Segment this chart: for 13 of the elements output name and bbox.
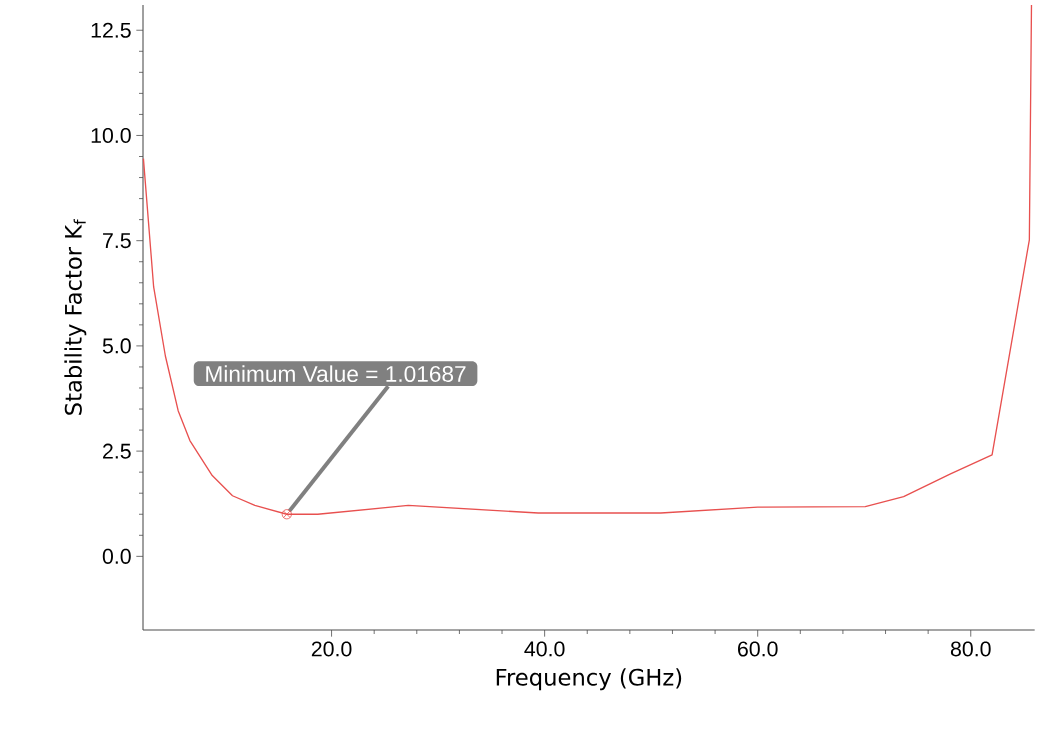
x-tick-label: 40.0 [524, 641, 565, 657]
y-tick-label: 5.0 [102, 338, 131, 354]
y-tick-label: 10.0 [91, 127, 131, 144]
y-tick-label: 0.0 [102, 548, 131, 564]
x-tick-label: 20.0 [311, 641, 352, 657]
x-tick-label: 80.0 [950, 641, 991, 657]
y-tick-label: 7.5 [103, 233, 131, 249]
x-axis-title: Frequency (GHz) [496, 668, 682, 691]
x-tick-label: 60.0 [738, 641, 778, 657]
y-tick-label: 12.5 [91, 22, 131, 38]
annotation: Minimum Value = 1.01687 [206, 365, 466, 382]
y-axis-title: Stability Factor K$_{f}$ [64, 219, 87, 415]
y-tick-label: 2.5 [103, 443, 131, 459]
